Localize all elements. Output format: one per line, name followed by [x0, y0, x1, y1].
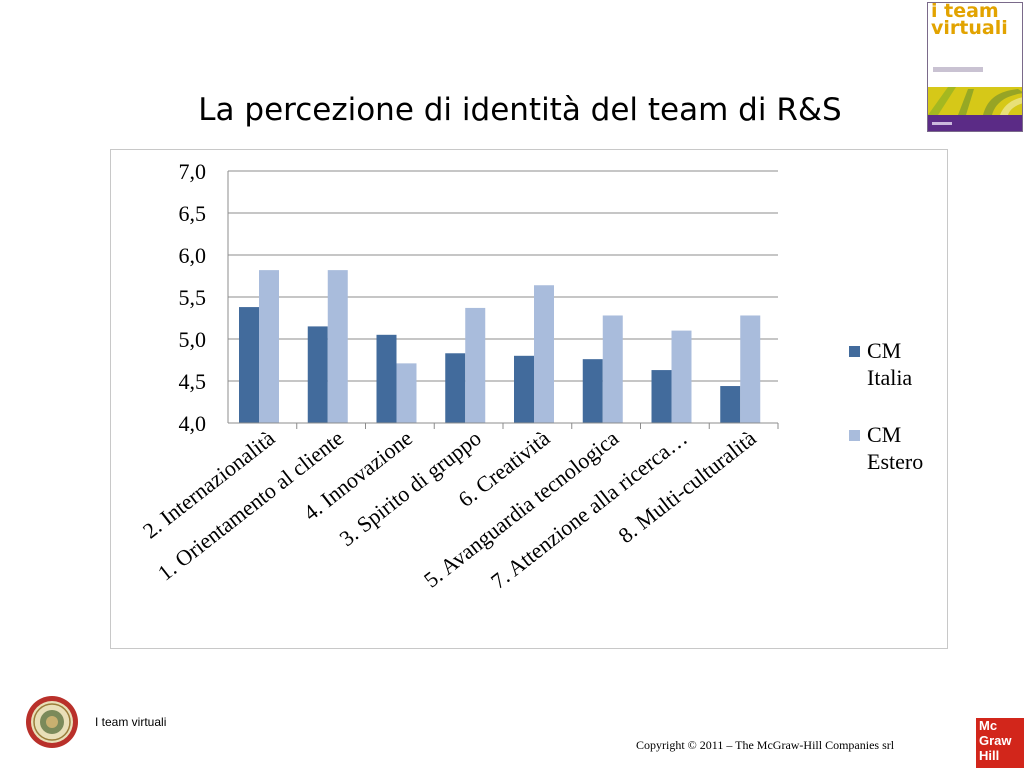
bar-cm-italia [239, 307, 259, 423]
book-cover-author-line [933, 67, 983, 72]
chart-frame: 4,0 4,5 5,0 5,5 6,0 6,5 7,0 2. Internazionalità… [110, 149, 948, 649]
bar-cm-estero [602, 315, 623, 423]
y-tick-label: 7,0 [179, 159, 207, 184]
book-cover-image: i team virtuali [927, 2, 1023, 132]
bar-cm-estero [465, 307, 486, 423]
y-tick-label: 6,0 [179, 243, 207, 268]
bar-cm-italia [445, 353, 466, 423]
y-tick-label: 5,5 [179, 285, 207, 310]
book-cover-band [928, 87, 1022, 115]
bar-cm-estero [259, 270, 279, 423]
legend-swatch [849, 346, 860, 357]
bar-cm-estero [396, 363, 417, 423]
y-tick-label: 5,0 [179, 327, 207, 352]
legend-swatch [849, 430, 860, 441]
bar-cm-italia [582, 359, 603, 423]
book-cover-bottom [928, 115, 1022, 131]
book-cover-title: i team virtuali [931, 2, 1008, 39]
legend-label: Italia [867, 365, 912, 390]
legend-label: CM [867, 338, 901, 363]
bar-chart: 4,04,55,05,56,06,57,02. Internazionalità… [138, 159, 923, 594]
bar-cm-italia [376, 334, 397, 423]
bar-cm-italia [514, 355, 534, 423]
y-tick-label: 4,5 [179, 369, 207, 394]
legend-label: CM [867, 422, 901, 447]
slide-title: La percezione di identità del team di R&… [198, 92, 842, 128]
footer-text: I team virtuali [95, 715, 167, 729]
bar-cm-estero [740, 315, 761, 423]
copyright-text: Copyright © 2011 – The McGraw-Hill Compa… [636, 738, 895, 752]
y-tick-label: 6,5 [179, 201, 207, 226]
mcgraw-hill-logo: Mc Graw Hill [976, 718, 1024, 768]
bar-cm-italia [651, 370, 672, 423]
y-tick-label: 4,0 [179, 411, 207, 436]
legend-label: Estero [867, 449, 923, 474]
bar-cm-estero [534, 285, 554, 423]
bar-cm-estero [671, 330, 692, 423]
university-seal-icon [26, 696, 78, 748]
bar-cm-estero [327, 270, 348, 423]
bar-cm-italia [307, 326, 328, 423]
bar-cm-italia [720, 386, 741, 423]
